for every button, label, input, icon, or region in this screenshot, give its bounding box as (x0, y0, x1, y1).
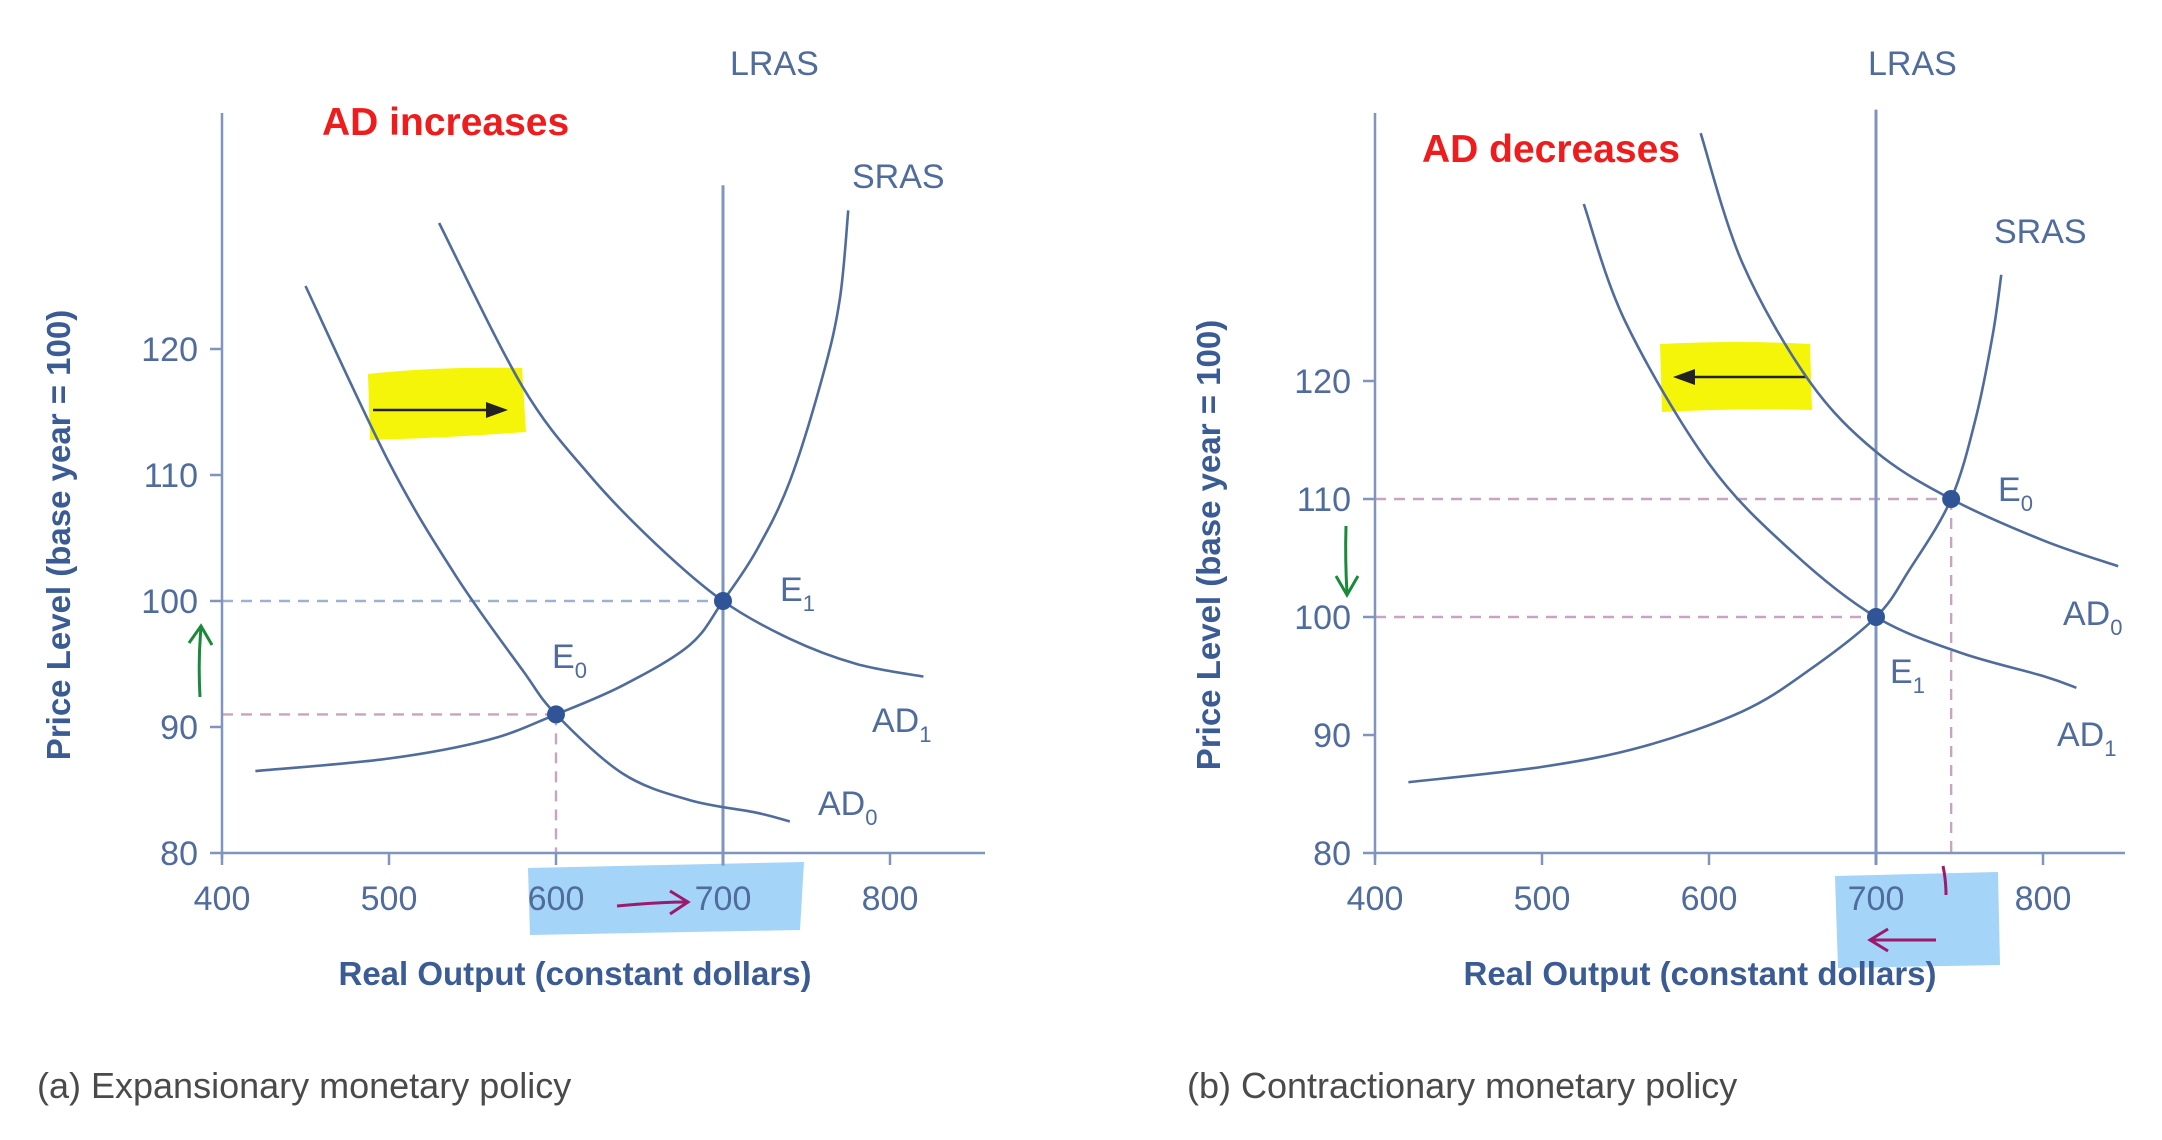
y-axis-title: Price Level (base year = 100) (1190, 320, 1227, 770)
ad1-label-subscript: 1 (2104, 736, 2116, 761)
x-tick-label: 800 (862, 880, 919, 918)
x-tick-label: 400 (1347, 880, 1404, 918)
sras-label: SRAS (1994, 213, 2087, 251)
ad1-curve (1582, 203, 2077, 690)
x-axis-title: Real Output (constant dollars) (1463, 955, 1936, 992)
y-tick-label: 90 (1313, 717, 1351, 755)
y-axis-title: Price Level (base year = 100) (40, 310, 77, 760)
x-tick-label: 700 (695, 880, 752, 918)
ad1-label: AD1 (872, 702, 931, 747)
equilibrium-point (1867, 608, 1885, 626)
equilibrium-label-subscript: 0 (2021, 491, 2033, 516)
lras-label: LRAS (1868, 45, 1957, 83)
equilibrium-point (547, 705, 565, 724)
shift-arrow-head-icon (1673, 369, 1695, 385)
y-tick-label: 100 (1294, 599, 1351, 637)
y-tick-label: 100 (141, 583, 198, 621)
equilibrium-label-subscript: 0 (575, 658, 587, 683)
equilibrium-label: E1 (780, 571, 815, 616)
y-tick-label: 110 (144, 457, 198, 495)
highlight-marker (528, 862, 804, 935)
x-tick-label: 500 (361, 880, 418, 918)
chart-caption: (a) Expansionary monetary policy (37, 1065, 571, 1106)
output-arrow-head-icon (669, 889, 691, 916)
ad1-label-subscript: 1 (919, 722, 931, 747)
y-tick-label: 120 (141, 331, 198, 369)
x-tick-label: 700 (1848, 880, 1905, 918)
ad0-label: AD0 (818, 785, 877, 830)
equilibrium-point (714, 592, 732, 610)
sras-label: SRAS (852, 158, 945, 196)
highlight-marker (368, 367, 526, 440)
x-tick-label: 800 (2015, 880, 2072, 918)
annotation-ad-decreases: AD decreases (1422, 128, 1680, 171)
ad1-label: AD1 (2057, 716, 2116, 761)
y-tick-label: 80 (160, 835, 198, 873)
chart-caption: (b) Contractionary monetary policy (1187, 1065, 1737, 1106)
annotation-ad-increases: AD increases (322, 101, 569, 144)
x-tick-label: 500 (1514, 880, 1571, 918)
equilibrium-label: E0 (1998, 471, 2033, 516)
output-tick-mark-icon (1941, 865, 1948, 896)
x-tick-label: 600 (1681, 880, 1738, 918)
equilibrium-label: E0 (552, 638, 587, 683)
equilibrium-label-subscript: 1 (1913, 673, 1925, 698)
equilibrium-point (1942, 490, 1961, 508)
price-arrow-icon (1344, 525, 1349, 594)
x-tick-label: 400 (194, 880, 251, 918)
y-tick-label: 120 (1294, 363, 1351, 401)
price-arrow-head-icon (187, 623, 214, 646)
shift-arrow-head-icon (486, 402, 508, 418)
ad0-label: AD0 (2063, 595, 2122, 640)
price-arrow-icon (197, 627, 203, 698)
sras-curve (1408, 274, 2003, 784)
y-tick-label: 80 (1313, 835, 1351, 873)
equilibrium-label-subscript: 1 (803, 591, 815, 616)
output-arrow-icon (616, 900, 687, 908)
lras-label: LRAS (730, 45, 819, 83)
ad0-curve (1699, 132, 2119, 568)
equilibrium-label: E1 (1890, 653, 1925, 698)
output-arrow-head-icon (1867, 927, 1889, 953)
sras-curve (255, 210, 850, 773)
ad0-curve (304, 285, 791, 823)
x-tick-label: 600 (528, 880, 585, 918)
ad1-curve (437, 222, 924, 678)
x-axis-title: Real Output (constant dollars) (338, 955, 811, 992)
y-tick-label: 110 (1297, 481, 1351, 519)
y-tick-label: 90 (160, 709, 198, 747)
ad0-label-subscript: 0 (865, 805, 877, 830)
price-arrow-head-icon (1334, 575, 1360, 598)
ad0-label-subscript: 0 (2110, 615, 2122, 640)
